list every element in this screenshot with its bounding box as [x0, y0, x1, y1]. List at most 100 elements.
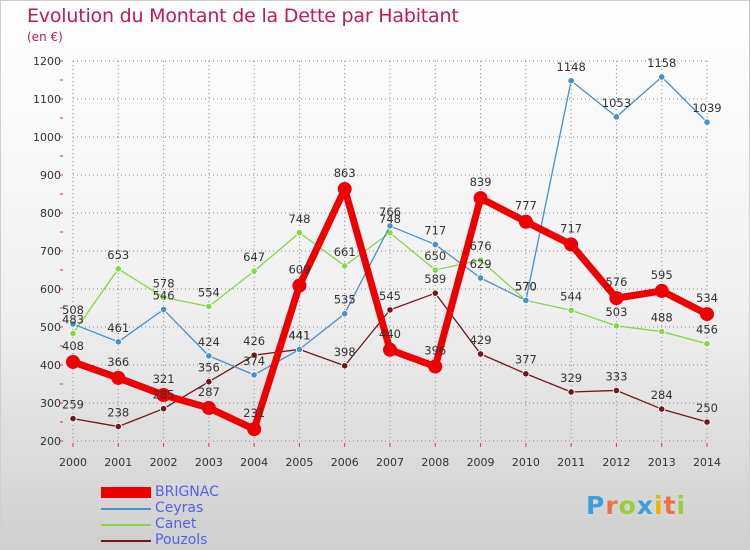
proxiti-logo: Proxiti	[586, 491, 687, 520]
point-pouzols	[658, 405, 666, 413]
x-tick-label: 2000	[59, 456, 87, 469]
data-label-brignac: 777	[515, 199, 537, 213]
point-pouzols	[341, 362, 349, 370]
data-label-canet: 653	[107, 248, 129, 262]
legend-swatch-brignac	[101, 487, 151, 498]
point-brignac	[609, 291, 624, 306]
y-tick-label: 600	[40, 283, 61, 296]
data-label-ceyras: 766	[379, 205, 401, 219]
x-tick-label: 2001	[104, 456, 132, 469]
point-pouzols	[703, 418, 711, 426]
x-tick-label: 2007	[376, 456, 404, 469]
data-label-brignac: 595	[651, 268, 673, 282]
point-brignac	[201, 400, 216, 415]
data-label-canet: 503	[605, 305, 627, 319]
x-tick-label: 2006	[331, 456, 359, 469]
data-label-pouzols: 356	[198, 361, 220, 375]
point-brignac	[654, 283, 669, 298]
data-label-canet: 483	[62, 312, 84, 326]
data-label-pouzols: 441	[288, 328, 310, 342]
point-ceyras	[522, 296, 530, 304]
point-canet	[612, 322, 621, 330]
x-tick-label: 2012	[602, 456, 630, 469]
chart-subtitle: (en €)	[27, 30, 63, 44]
y-tick-label: 500	[40, 321, 61, 334]
data-label-ceyras: 1148	[557, 60, 586, 74]
x-tick-label: 2002	[150, 456, 178, 469]
data-label-pouzols: 333	[605, 369, 627, 383]
point-pouzols	[386, 306, 394, 314]
legend-swatch-ceyras	[101, 508, 151, 510]
x-tick-label: 2013	[648, 456, 676, 469]
point-pouzols	[522, 370, 530, 378]
data-label-ceyras: 546	[153, 289, 175, 303]
point-brignac	[564, 237, 579, 252]
y-tick-label: 400	[40, 359, 61, 372]
point-ceyras	[114, 338, 122, 346]
point-canet	[250, 267, 258, 275]
data-label-pouzols: 429	[470, 333, 492, 347]
point-ceyras	[658, 73, 666, 81]
data-label-pouzols: 329	[560, 371, 582, 385]
point-pouzols	[250, 351, 258, 359]
data-label-layer: 408 366 321 287 231 609 863 440 396 839 777 717 576 5…	[62, 56, 722, 420]
point-ceyras	[159, 305, 168, 314]
data-label-ceyras: 424	[198, 335, 220, 349]
data-label-pouzols: 426	[243, 334, 265, 348]
legend-swatch-canet	[101, 524, 151, 526]
point-ceyras	[295, 345, 304, 354]
point-ceyras	[431, 240, 439, 249]
data-label-ceyras: 535	[334, 293, 356, 307]
point-ceyras	[250, 371, 258, 379]
data-label-canet: 748	[379, 212, 401, 226]
legend-item-brignac: BRIGNAC	[101, 484, 401, 501]
legend-item-ceyras: Ceyras	[101, 500, 401, 517]
data-label-ceyras: 508	[62, 303, 84, 317]
y-tick-label: 1200	[33, 55, 61, 68]
point-pouzols	[612, 386, 621, 395]
data-label-canet: 456	[696, 323, 718, 337]
data-label-pouzols: 250	[696, 401, 718, 415]
data-label-canet: 488	[651, 311, 673, 325]
y-tick-label: 800	[40, 207, 61, 220]
point-ceyras	[612, 113, 621, 121]
point-brignac	[111, 370, 126, 385]
point-brignac	[518, 214, 533, 229]
data-label-brignac: 408	[62, 339, 84, 353]
point-canet	[476, 256, 485, 264]
y-tick-label: 1000	[33, 131, 61, 144]
data-label-brignac: 717	[560, 222, 582, 236]
point-canet	[295, 229, 304, 237]
legend-label-pouzols: Pouzols	[155, 532, 208, 548]
point-canet	[431, 266, 439, 274]
data-label-ceyras: 717	[424, 224, 446, 238]
point-pouzols	[205, 378, 213, 386]
legend-label-canet: Canet	[155, 516, 197, 532]
data-label-brignac: 287	[198, 385, 220, 399]
point-pouzols	[431, 289, 439, 297]
point-brignac	[383, 342, 397, 357]
series-ceyras	[69, 73, 711, 379]
point-ceyras	[386, 222, 394, 230]
data-label-ceyras: 461	[107, 321, 129, 335]
data-label-pouzols: 545	[379, 289, 401, 303]
point-canet	[703, 340, 711, 348]
point-ceyras	[703, 118, 711, 126]
legend-item-canet: Canet	[101, 516, 401, 533]
point-canet	[658, 327, 666, 336]
data-label-brignac: 440	[379, 327, 401, 341]
data-label-ceyras: 570	[515, 279, 537, 293]
data-label-brignac: 839	[470, 175, 492, 189]
data-label-brignac: 609	[288, 263, 310, 277]
x-tick-label: 2009	[467, 456, 495, 469]
point-pouzols	[567, 388, 575, 396]
data-label-canet: 554	[198, 285, 220, 299]
point-pouzols	[69, 414, 77, 423]
x-tick-label: 2014	[693, 456, 721, 469]
data-label-brignac: 366	[107, 355, 129, 369]
data-label-ceyras: 441	[288, 328, 310, 342]
data-label-brignac: 576	[605, 275, 627, 289]
axis-layer: 200 300 400 500 600 700 800 900 1000 1100 1200 2000…	[33, 55, 721, 469]
data-label-canet: 676	[470, 239, 492, 253]
legend-item-pouzols: Pouzols	[101, 532, 401, 549]
